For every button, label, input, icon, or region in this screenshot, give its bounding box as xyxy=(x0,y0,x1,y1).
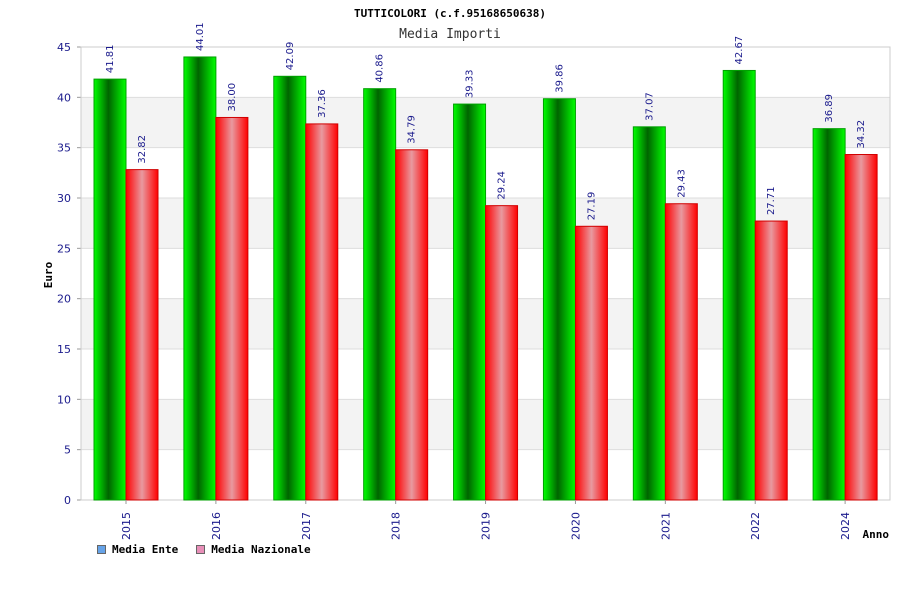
x-tick-label: 2017 xyxy=(300,512,313,540)
data-label: 41.81 xyxy=(105,44,116,73)
legend-swatch-nazionale xyxy=(196,545,206,554)
bar-nazionale-2017 xyxy=(305,123,339,501)
data-label: 32.82 xyxy=(137,135,148,164)
x-tick-label: 2024 xyxy=(839,512,852,540)
bar-nazionale-2022 xyxy=(754,220,788,501)
y-tick-label: 0 xyxy=(64,494,71,507)
x-axis-label: Anno xyxy=(863,528,890,541)
bar-nazionale-2021 xyxy=(664,203,698,501)
data-label: 34.32 xyxy=(856,120,867,149)
bar-nazionale-2018 xyxy=(395,149,429,501)
x-tick-label: 2019 xyxy=(480,512,493,540)
bar-nazionale-2024 xyxy=(844,154,878,501)
bar-nazionale-2016 xyxy=(215,116,249,501)
chart-subtitle: Media Importi xyxy=(399,27,501,42)
legend-swatch-ente xyxy=(97,545,106,554)
bar-ente-2015 xyxy=(93,78,127,501)
x-tick-label: 2018 xyxy=(390,512,403,540)
bar-nazionale-2020 xyxy=(574,225,608,501)
legend: Media Ente Media Nazionale xyxy=(97,543,311,556)
y-tick-label: 5 xyxy=(64,444,71,457)
bar-ente-2021 xyxy=(632,126,666,501)
data-label: 40.86 xyxy=(375,54,386,83)
x-tick-label: 2015 xyxy=(120,512,133,540)
data-label: 27.19 xyxy=(586,192,597,221)
data-label: 39.33 xyxy=(465,69,476,98)
y-tick-label: 10 xyxy=(57,393,71,406)
bar-ente-2024 xyxy=(812,128,846,501)
y-tick-label: 30 xyxy=(57,192,71,205)
y-tick-label: 45 xyxy=(57,41,71,54)
y-tick-label: 15 xyxy=(57,343,71,356)
data-label: 37.07 xyxy=(644,92,655,121)
x-tick-label: 2021 xyxy=(659,512,672,540)
data-label: 29.24 xyxy=(497,171,508,200)
bar-nazionale-2015 xyxy=(125,169,159,501)
x-tick-label: 2016 xyxy=(210,512,223,540)
data-label: 42.67 xyxy=(734,36,745,65)
bar-ente-2016 xyxy=(183,56,217,501)
data-label: 39.86 xyxy=(554,64,565,93)
bar-ente-2017 xyxy=(273,75,307,501)
bar-ente-2022 xyxy=(722,69,756,501)
chart-title: TUTTICOLORI (c.f.95168650638) xyxy=(354,7,546,20)
data-label: 37.36 xyxy=(317,89,328,118)
y-tick-label: 20 xyxy=(57,293,71,306)
y-tick-label: 40 xyxy=(57,91,71,104)
y-axis-label: Euro xyxy=(42,261,55,288)
bar-ente-2018 xyxy=(363,88,397,501)
bar-ente-2019 xyxy=(453,103,487,501)
data-label: 29.43 xyxy=(676,169,687,198)
legend-item-media-ente: Media Ente xyxy=(97,543,178,556)
data-label: 36.89 xyxy=(824,94,835,123)
data-label: 27.71 xyxy=(766,186,777,215)
x-tick-label: 2020 xyxy=(569,512,582,540)
legend-label-nazionale: Media Nazionale xyxy=(211,543,311,556)
data-label: 34.79 xyxy=(407,115,418,144)
y-tick-label: 35 xyxy=(57,142,71,155)
legend-item-media-nazionale: Media Nazionale xyxy=(196,543,311,556)
data-label: 44.01 xyxy=(195,22,206,51)
x-tick-label: 2022 xyxy=(749,512,762,540)
y-tick-label: 25 xyxy=(57,242,71,255)
bar-ente-2020 xyxy=(542,98,576,501)
data-label: 38.00 xyxy=(227,83,238,112)
bar-nazionale-2019 xyxy=(485,205,519,501)
data-label: 42.09 xyxy=(285,42,296,71)
legend-label-ente: Media Ente xyxy=(112,543,179,556)
